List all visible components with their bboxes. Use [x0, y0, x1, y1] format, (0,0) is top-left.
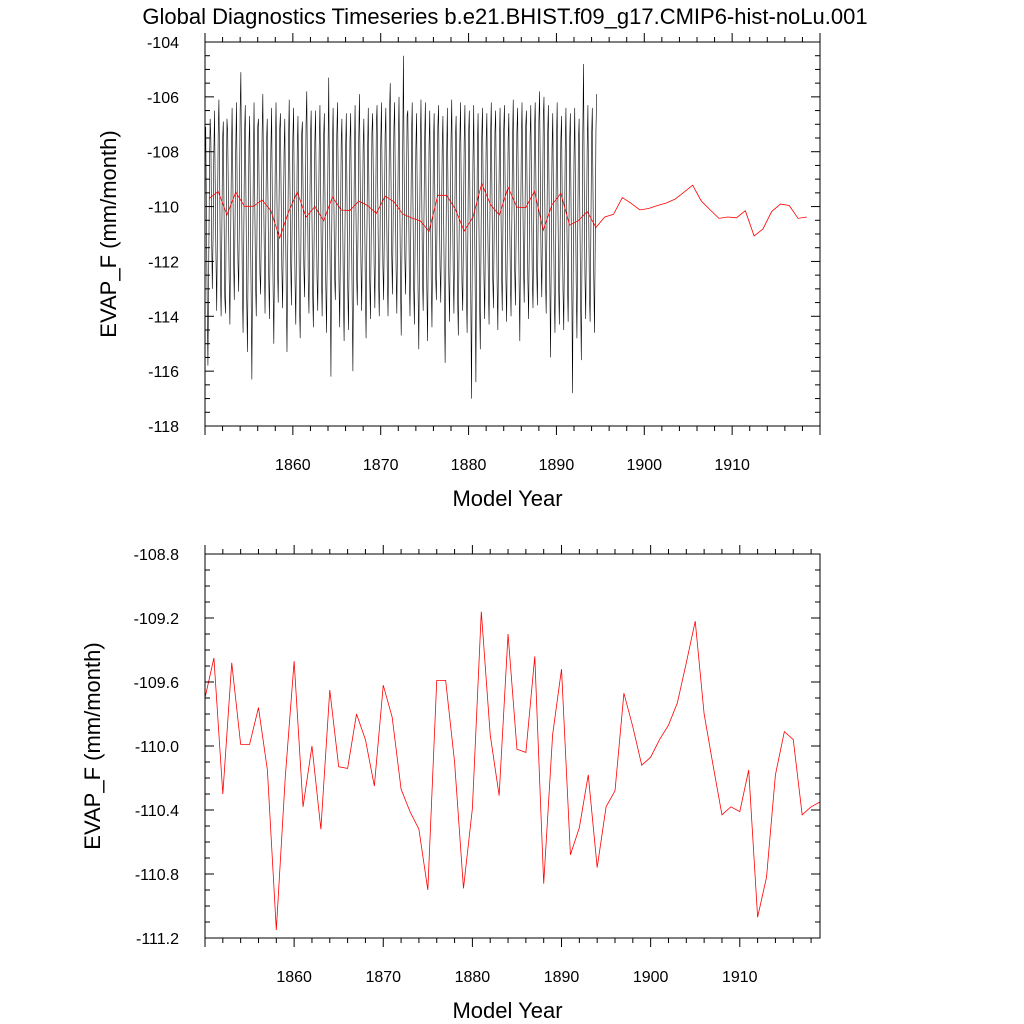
x-axis-label: Model Year	[452, 998, 562, 1023]
x-tick-label: 1860	[276, 969, 312, 986]
x-tick-label: 1910	[714, 457, 750, 474]
y-axis-label: EVAP_F (mm/month)	[96, 130, 121, 337]
series-line-annual-mean	[209, 182, 807, 240]
series-line-annual-mean	[204, 611, 821, 931]
x-tick-label: 1890	[544, 969, 580, 986]
y-tick-label: -116	[148, 364, 179, 381]
series-line-monthly	[204, 55, 597, 399]
x-tick-label: 1870	[365, 969, 401, 986]
x-tick-label: 1870	[363, 457, 399, 474]
y-tick-label: -109.6	[134, 675, 179, 692]
y-axis-label: EVAP_F (mm/month)	[80, 642, 105, 849]
y-tick-label: -110.4	[135, 803, 179, 820]
y-tick-label: -114	[148, 309, 179, 326]
x-tick-label: 1890	[539, 457, 575, 474]
x-tick-label: 1860	[275, 457, 311, 474]
y-tick-label: -110.0	[135, 739, 179, 756]
y-tick-label: -108.8	[134, 547, 179, 564]
panel-monthly: -104 -106 -108 -110 -112 -114 -116 -118 1860 1870…	[96, 33, 821, 511]
y-tick-label: -110	[148, 200, 179, 217]
x-axis-label: Model Year	[452, 486, 562, 511]
y-tick-label: -109.2	[134, 611, 179, 628]
figure-title: Global Diagnostics Timeseries b.e21.BHIS…	[142, 4, 867, 29]
y-tick-label: -104	[147, 35, 179, 52]
panel-annual: -108.8 -109.2 -109.6 -110.0 -110.4 -110.8 -111…	[80, 545, 821, 1023]
y-tick-label: -111.2	[136, 931, 179, 948]
plot-frame	[204, 41, 821, 427]
y-tick-label: -106	[147, 90, 179, 107]
x-tick-label: 1910	[722, 969, 758, 986]
x-tick-label: 1900	[633, 969, 669, 986]
y-tick-label: -118	[148, 419, 179, 436]
y-tick-label: -110.8	[135, 867, 179, 884]
x-tick-label: 1880	[451, 457, 487, 474]
x-tick-label: 1880	[455, 969, 491, 986]
y-tick-label: -112	[148, 254, 179, 271]
x-tick-label: 1900	[626, 457, 662, 474]
plot-frame	[204, 553, 821, 939]
y-tick-label: -108	[147, 145, 179, 162]
